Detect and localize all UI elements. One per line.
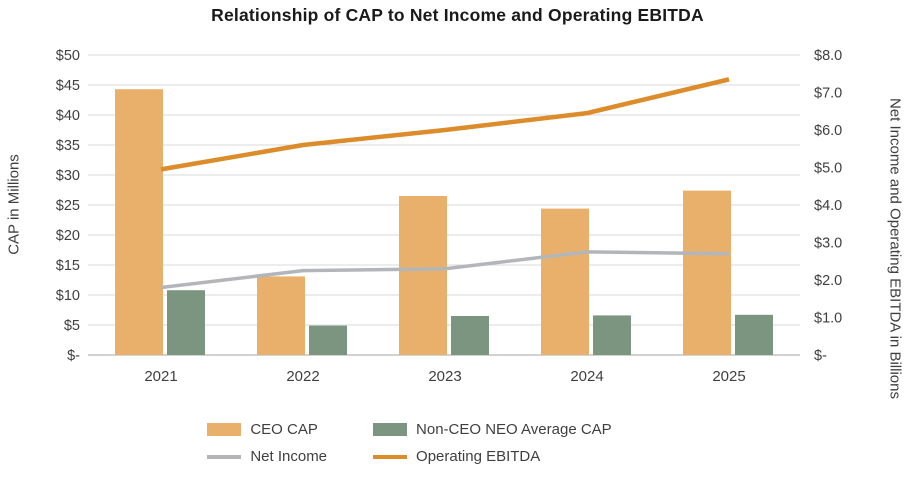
svg-text:$-: $- [814, 348, 827, 364]
svg-text:$-: $- [67, 348, 80, 364]
svg-text:2024: 2024 [570, 368, 603, 385]
operating-ebitda-label: Operating EBITDA [416, 448, 541, 465]
svg-text:$5.0: $5.0 [814, 161, 842, 177]
svg-text:$50: $50 [56, 48, 80, 64]
legend-item-operating-ebitda: Operating EBITDA [373, 448, 612, 465]
legend-item-net-income: Net Income [207, 448, 327, 465]
legend: CEO CAP Non-CEO NEO Average CAP Net Inco… [0, 421, 867, 465]
svg-text:$5: $5 [64, 318, 80, 334]
ceo-cap-swatch [207, 423, 242, 436]
ceo-cap-label: CEO CAP [250, 421, 318, 438]
svg-text:$3.0: $3.0 [814, 236, 842, 252]
svg-text:$20: $20 [56, 228, 80, 244]
svg-text:2022: 2022 [286, 368, 319, 385]
svg-text:$45: $45 [56, 78, 80, 94]
svg-text:2021: 2021 [144, 368, 177, 385]
svg-text:$30: $30 [56, 168, 80, 184]
plot-area: $- $5 $10 $15 $20 $25 $30 $35 $40 $45 $50 $- $1.0 $2.… [56, 48, 842, 385]
legend-item-non-ceo-neo-average-cap: Non-CEO NEO Average CAP [373, 421, 612, 438]
svg-text:$1.0: $1.0 [814, 311, 842, 327]
right-axis-title: Net Income and Operating EBITDA in Billi… [886, 98, 904, 399]
svg-text:$6.0: $6.0 [814, 123, 842, 139]
net-income-label: Net Income [250, 448, 328, 465]
non-ceo-neo-average-cap-swatch [373, 423, 408, 436]
operating-ebitda-swatch [373, 454, 408, 459]
legend-item-ceo-cap: CEO CAP [207, 421, 327, 438]
svg-text:$15: $15 [56, 258, 80, 274]
svg-text:$25: $25 [56, 198, 80, 214]
svg-text:$10: $10 [56, 288, 80, 304]
svg-text:$4.0: $4.0 [814, 198, 842, 214]
non-ceo-neo-average-cap-label: Non-CEO NEO Average CAP [416, 421, 612, 438]
net-income-swatch [207, 454, 242, 459]
svg-text:$8.0: $8.0 [814, 48, 842, 64]
svg-text:$2.0: $2.0 [814, 273, 842, 289]
svg-text:2023: 2023 [428, 368, 461, 385]
svg-text:$35: $35 [56, 138, 80, 154]
svg-text:2025: 2025 [712, 368, 745, 385]
svg-text:$7.0: $7.0 [814, 86, 842, 102]
chart-title: Relationship of CAP to Net Income and Op… [211, 5, 704, 25]
svg-text:$40: $40 [56, 108, 80, 124]
